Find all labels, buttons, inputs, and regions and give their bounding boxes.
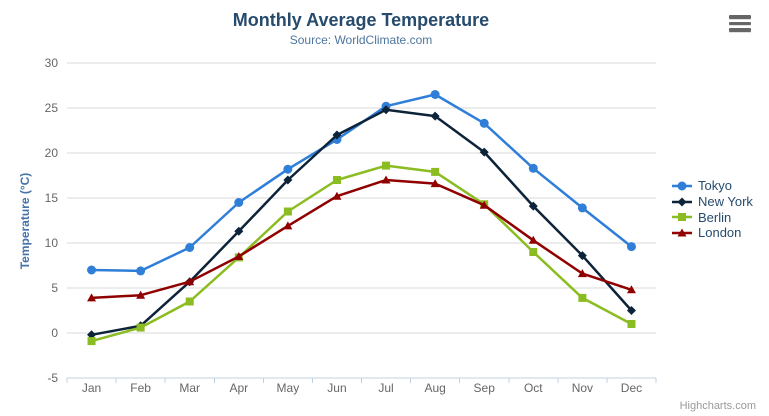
series-marker-berlin[interactable] xyxy=(627,320,636,328)
series-marker-berlin[interactable] xyxy=(136,323,145,332)
diamond-marker-icon xyxy=(672,197,692,207)
y-axis-label: 10 xyxy=(45,236,59,250)
series-marker-tokyo[interactable] xyxy=(528,163,538,173)
x-axis-label: Mar xyxy=(179,381,200,395)
series-marker-new-york[interactable] xyxy=(577,251,587,261)
hamburger-icon xyxy=(729,15,753,32)
y-axis-label: 15 xyxy=(45,191,59,205)
series-marker-tokyo[interactable] xyxy=(626,242,636,252)
triangle-marker-icon xyxy=(672,228,692,237)
series-line-new-york xyxy=(90,108,633,337)
x-axis-label: Apr xyxy=(229,381,248,395)
x-axis-label: Sep xyxy=(474,381,496,395)
series-tokyo xyxy=(87,90,636,276)
legend-label: Berlin xyxy=(698,209,732,225)
y-axis-label: 20 xyxy=(45,146,59,160)
x-axis-label: Feb xyxy=(130,381,151,395)
series-line-london xyxy=(90,178,633,300)
series-marker-tokyo[interactable] xyxy=(234,198,244,207)
y-axis-label: -5 xyxy=(47,371,58,385)
legend-label: London xyxy=(698,225,742,241)
series-marker-tokyo[interactable] xyxy=(283,164,293,174)
series-marker-berlin[interactable] xyxy=(578,293,587,302)
series-berlin xyxy=(87,161,636,346)
series-marker-new-york[interactable] xyxy=(87,330,97,340)
series-marker-new-york[interactable] xyxy=(479,147,489,157)
legend-item-new-york[interactable]: New York xyxy=(671,194,753,210)
series-marker-london[interactable] xyxy=(136,290,146,299)
series-marker-london[interactable] xyxy=(626,285,636,294)
circle-marker-icon xyxy=(672,181,692,191)
series-line-tokyo xyxy=(90,93,633,273)
series-marker-tokyo[interactable] xyxy=(430,90,440,99)
square-marker-icon[interactable] xyxy=(678,213,686,222)
series-marker-london[interactable] xyxy=(332,191,342,200)
chart-subtitle: Source: WorldClimate.com xyxy=(289,33,433,47)
series-marker-tokyo[interactable] xyxy=(577,203,587,213)
series-marker-london[interactable] xyxy=(577,269,587,278)
x-axis-label: Aug xyxy=(424,381,445,395)
x-axis-label: May xyxy=(277,381,300,395)
legend-label: New York xyxy=(698,194,753,210)
y-axis-label: 5 xyxy=(51,281,58,295)
series-marker-berlin[interactable] xyxy=(382,161,391,170)
legend-label: Tokyo xyxy=(698,178,732,194)
series-marker-tokyo[interactable] xyxy=(185,243,195,252)
series-marker-tokyo[interactable] xyxy=(136,266,146,276)
series-marker-new-york[interactable] xyxy=(528,201,538,211)
chart-title: Monthly Average Temperature xyxy=(232,10,490,30)
x-axis-label: Nov xyxy=(572,381,593,395)
x-axis-label: Jul xyxy=(378,381,393,395)
square-marker-icon xyxy=(672,213,692,222)
series-marker-tokyo[interactable] xyxy=(479,118,489,128)
x-axis-label: Jan xyxy=(82,381,101,395)
series-marker-berlin[interactable] xyxy=(332,176,341,184)
series-new-york xyxy=(87,105,636,340)
series-london xyxy=(87,175,636,302)
y-axis-label: 25 xyxy=(45,101,59,115)
series-marker-new-york[interactable] xyxy=(283,175,293,185)
y-axis-label: 0 xyxy=(51,326,58,340)
series-marker-new-york[interactable] xyxy=(430,111,440,121)
x-axis-label: Jun xyxy=(327,381,346,395)
legend-item-tokyo[interactable]: Tokyo xyxy=(671,178,753,194)
series-marker-new-york[interactable] xyxy=(234,226,244,236)
series-marker-berlin[interactable] xyxy=(185,297,194,306)
legend-item-berlin[interactable]: Berlin xyxy=(671,209,753,225)
series-marker-new-york[interactable] xyxy=(332,130,342,140)
series-marker-new-york[interactable] xyxy=(626,306,636,315)
legend-item-london[interactable]: London xyxy=(671,225,753,241)
series-marker-london[interactable] xyxy=(234,252,244,260)
credits-link[interactable]: Highcharts.com xyxy=(679,400,756,412)
diamond-marker-icon[interactable] xyxy=(677,197,687,207)
series-marker-berlin[interactable] xyxy=(529,248,538,256)
x-axis-label: Dec xyxy=(621,381,642,395)
series-marker-new-york[interactable] xyxy=(381,105,391,115)
series-marker-london[interactable] xyxy=(381,175,391,184)
series-marker-london[interactable] xyxy=(528,235,538,244)
series-marker-berlin[interactable] xyxy=(87,337,96,346)
triangle-marker-icon[interactable] xyxy=(677,228,687,237)
export-menu-button[interactable] xyxy=(728,14,754,36)
series-marker-london[interactable] xyxy=(283,221,293,230)
x-axis-label: Oct xyxy=(524,381,543,395)
legend: Tokyo New York Berlin London xyxy=(671,178,753,241)
series-marker-london[interactable] xyxy=(430,179,440,188)
series-marker-tokyo[interactable] xyxy=(87,265,97,275)
series-marker-london[interactable] xyxy=(479,200,489,209)
series-marker-berlin[interactable] xyxy=(431,167,440,176)
y-axis-label: 30 xyxy=(45,56,59,70)
series-marker-berlin[interactable] xyxy=(283,207,292,216)
series-line-berlin xyxy=(90,164,633,343)
series-marker-london[interactable] xyxy=(87,293,97,302)
circle-marker-icon[interactable] xyxy=(677,181,687,191)
series-marker-london[interactable] xyxy=(185,277,195,286)
